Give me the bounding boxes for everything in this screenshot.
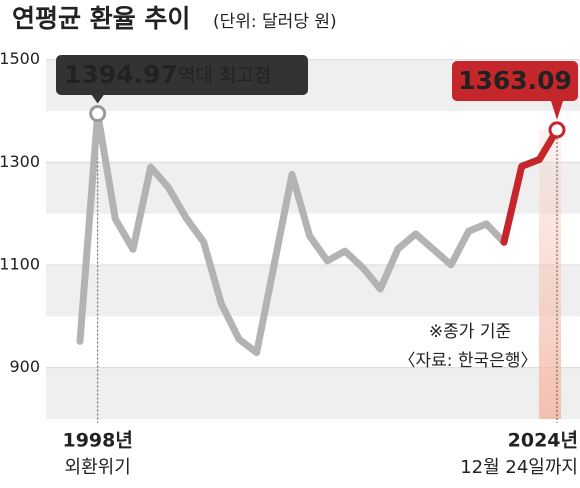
x-tick-note: 12월 24일까지	[460, 457, 578, 478]
highlight-band	[539, 129, 561, 420]
y-tick-label: 1100	[0, 254, 40, 273]
y-tick-label: 900	[9, 357, 40, 376]
callout-box	[56, 55, 308, 95]
grid-band	[46, 162, 580, 214]
last-label: 1363.09	[458, 66, 572, 95]
x-tick-label: 2024년	[508, 430, 578, 452]
note: ※종가 기준	[429, 322, 511, 342]
y-tick-label: 1300	[0, 152, 40, 171]
x-tick-note: 외환위기	[65, 457, 131, 478]
x-tick-label: 1998년	[62, 430, 132, 452]
grid-band	[46, 264, 580, 317]
chart-subtitle: (단위: 달러당 원)	[213, 12, 337, 32]
peak-dot	[89, 105, 107, 123]
y-tick-label: 1500	[0, 49, 40, 68]
peak-label: 1394.97	[64, 60, 178, 89]
chart-title: 연평균 환율 추이	[12, 4, 190, 33]
highlight-line	[500, 126, 561, 246]
grid-band	[46, 367, 580, 419]
last-dot	[548, 121, 566, 139]
line	[76, 110, 508, 357]
peak-text: 역대 최고점	[178, 65, 271, 87]
callout-pointer	[551, 101, 563, 120]
callout-box	[452, 61, 578, 101]
source: 〈자료: 한국은행〉	[399, 351, 538, 371]
callout-pointer	[91, 95, 104, 104]
